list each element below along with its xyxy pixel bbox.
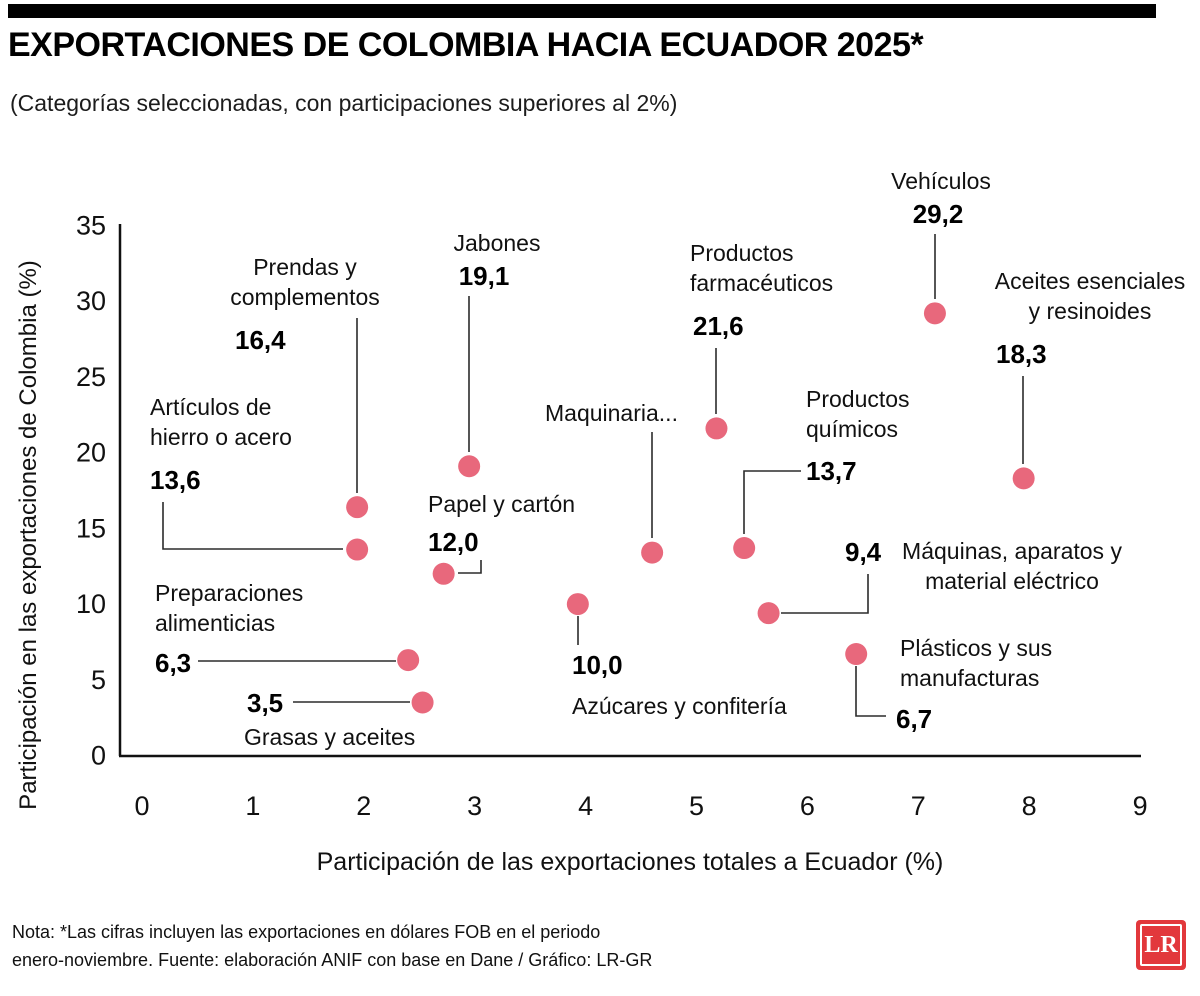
y-tick-label: 30: [76, 286, 106, 316]
x-tick-label: 8: [1022, 791, 1037, 821]
data-point-azucares: [566, 593, 589, 616]
x-tick-label: 4: [578, 791, 593, 821]
y-tick-label: 0: [91, 741, 106, 771]
data-point-jabones: [458, 455, 481, 478]
y-tick-label: 35: [76, 210, 106, 240]
footnote-line-2: enero-noviembre. Fuente: elaboración ANI…: [12, 950, 653, 970]
data-point-productos-farmaceuticos: [705, 417, 728, 440]
x-tick-label: 1: [245, 791, 260, 821]
y-tick-label: 15: [76, 513, 106, 543]
chart-subtitle: (Categorías seleccionadas, con participa…: [10, 90, 678, 116]
y-tick-label: 20: [76, 438, 106, 468]
data-point-maquinas-electrico: [757, 602, 780, 625]
data-point-aceites-esenciales: [1012, 467, 1035, 490]
y-axis-title: Participación en las exportaciones de Co…: [15, 260, 42, 810]
y-tick-label: 10: [76, 589, 106, 619]
y-tick-label: 5: [91, 665, 106, 695]
data-point-plasticos: [845, 643, 868, 666]
x-axis-title: Participación de las exportaciones total…: [316, 848, 944, 876]
x-tick-label: 3: [467, 791, 482, 821]
data-point-articulos-hierro: [346, 538, 369, 561]
x-tick-label: 5: [689, 791, 704, 821]
data-point-grasas: [411, 691, 434, 714]
leader-line-plasticos: [855, 666, 886, 717]
y-tick-label: 25: [76, 362, 106, 392]
data-point-preparaciones: [397, 649, 420, 672]
lr-logo: LR: [1136, 920, 1186, 970]
data-point-productos-quimicos: [733, 537, 756, 560]
leader-line-papel-carton: [458, 560, 482, 574]
leader-line-maquinas-electrico: [781, 574, 869, 614]
x-tick-label: 0: [134, 791, 149, 821]
footnote-line-1: Nota: *Las cifras incluyen las exportaci…: [12, 922, 601, 942]
data-point-papel-carton: [432, 562, 455, 585]
x-tick-label: 6: [800, 791, 815, 821]
chart-title: EXPORTACIONES DE COLOMBIA HACIA ECUADOR …: [8, 26, 924, 64]
x-tick-label: 2: [356, 791, 371, 821]
top-accent-bar: [8, 4, 1156, 18]
data-point-prendas: [346, 496, 369, 519]
lr-logo-text: LR: [1140, 924, 1182, 966]
x-tick-label: 7: [911, 791, 926, 821]
data-point-vehiculos: [923, 302, 946, 325]
data-point-maquinaria: [641, 541, 664, 564]
leader-line-articulos-hierro: [162, 502, 343, 550]
leader-line-productos-quimicos: [743, 470, 801, 534]
x-tick-label: 9: [1133, 791, 1148, 821]
